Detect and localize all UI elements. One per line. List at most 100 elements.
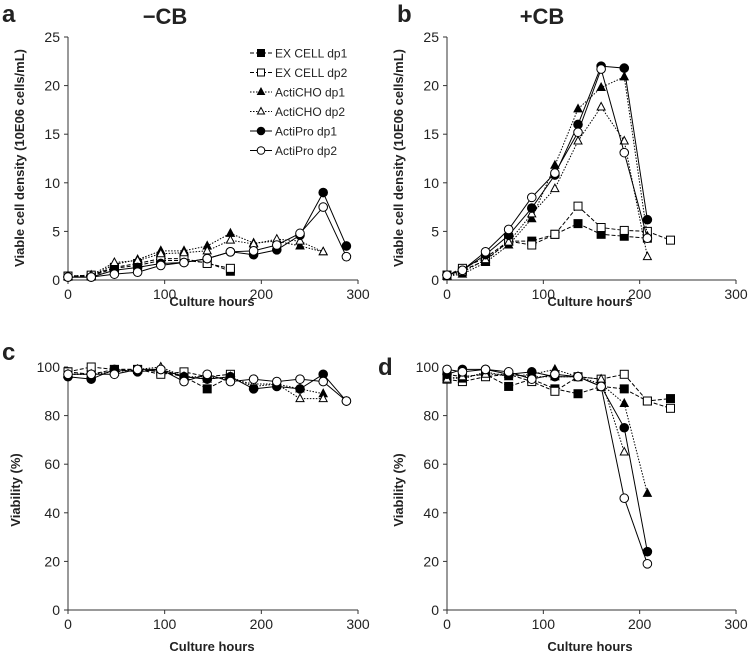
data-point-actipro-dp2 [573, 371, 583, 382]
data-point-ex-cell-dp1 [573, 389, 583, 399]
data-point-actipro-dp1 [619, 422, 630, 433]
panel-label-c: c [2, 339, 15, 366]
series-line-actipro-dp2 [446, 67, 648, 276]
data-point-ex-cell-dp2 [550, 386, 560, 396]
panel-label-a: a [2, 1, 16, 28]
y-tick-label: 40 [423, 505, 439, 521]
y-axis-label-c: Viability (%) [8, 453, 23, 526]
data-point-ex-cell-dp2 [619, 369, 629, 379]
data-point-actipro-dp2 [272, 376, 282, 387]
series-line-actipro-dp1 [446, 368, 648, 552]
series-line-actipro-dp2 [446, 368, 648, 564]
legend-label: ActiCHO dp1 [275, 86, 345, 100]
data-point-acticho-dp1 [526, 213, 537, 223]
panel-title-b: +CB [520, 4, 565, 29]
series-line-acticho-dp2 [446, 106, 648, 277]
y-tick-label: 100 [37, 359, 61, 375]
x-tick-label: 200 [628, 286, 652, 302]
data-point-acticho-dp1 [619, 71, 630, 81]
legend-label: EX CELL dp2 [275, 66, 348, 80]
legend-item: ActiPro dp2 [250, 144, 337, 158]
data-point-ex-cell-dp2 [573, 201, 583, 211]
data-point-actipro-dp2 [248, 246, 259, 256]
data-point-actipro-dp2 [573, 127, 583, 138]
data-point-actipro-dp2 [503, 224, 514, 235]
y-tick-label: 20 [44, 78, 60, 94]
x-tick-label: 0 [64, 616, 72, 632]
series-actipro-dp1 [442, 364, 653, 557]
y-axis-label-a: Viable cell density (10E06 cells/mL) [12, 49, 27, 267]
data-point-actipro-dp1 [341, 241, 352, 251]
y-tick-label: 15 [44, 126, 60, 142]
y-axis-label-b: Viable cell density (10E06 cells/mL) [391, 49, 406, 267]
data-point-acticho-dp2 [318, 246, 329, 256]
y-tick-label: 60 [423, 456, 439, 472]
x-tick-label: 300 [346, 286, 370, 302]
y-tick-label: 40 [44, 505, 60, 521]
data-point-actipro-dp2 [619, 147, 630, 158]
legend-marker [256, 146, 266, 155]
data-point-acticho-dp1 [596, 81, 606, 92]
data-point-actipro-dp2 [526, 192, 537, 203]
y-tick-label: 0 [52, 602, 60, 618]
data-point-actipro-dp2 [503, 367, 514, 377]
legend-marker [257, 68, 265, 77]
data-point-actipro-dp1 [295, 384, 305, 394]
data-point-actipro-dp2 [248, 374, 259, 384]
data-point-ex-cell-dp2 [527, 240, 537, 250]
panel-b: b +CB Culture hours Viable cell density … [391, 1, 748, 309]
data-point-actipro-dp2 [480, 247, 491, 257]
data-point-actipro-dp2 [225, 376, 236, 387]
data-point-actipro-dp2 [596, 64, 606, 74]
series-line-ex-cell-dp1 [446, 223, 648, 276]
legend-marker [256, 106, 266, 115]
data-point-acticho-dp2 [179, 247, 189, 257]
data-point-actipro-dp2 [202, 253, 212, 264]
data-point-actipro-dp2 [86, 272, 96, 282]
x-axis-label-c: Culture hours [169, 639, 254, 654]
data-point-actipro-dp2 [341, 396, 352, 406]
data-point-actipro-dp2 [156, 364, 166, 375]
y-tick-label: 60 [44, 456, 60, 472]
data-point-actipro-dp2 [86, 369, 96, 380]
data-point-actipro-dp2 [295, 228, 305, 239]
data-point-acticho-dp2 [596, 101, 606, 111]
data-point-actipro-dp2 [109, 369, 120, 380]
data-point-ex-cell-dp1 [665, 394, 675, 404]
data-point-actipro-dp2 [179, 376, 189, 387]
data-point-ex-cell-dp1 [202, 384, 212, 394]
panel-label-d: d [378, 354, 393, 381]
legend-marker [257, 49, 265, 57]
data-point-acticho-dp2 [109, 256, 120, 267]
data-point-actipro-dp2 [619, 493, 630, 504]
y-tick-label: 15 [423, 126, 439, 142]
series-acticho-dp1 [442, 71, 653, 280]
y-tick-label: 0 [431, 602, 439, 618]
panel-a: a −CB Culture hours Viable cell density … [2, 1, 370, 309]
data-point-actipro-dp2 [63, 369, 73, 380]
data-point-actipro-dp2 [318, 376, 329, 387]
series-actipro-dp2 [442, 64, 653, 280]
data-point-actipro-dp1 [642, 214, 653, 225]
data-point-actipro-dp2 [341, 251, 352, 262]
series-actipro-dp2 [63, 202, 352, 282]
x-tick-label: 300 [346, 616, 370, 632]
data-point-acticho-dp2 [550, 183, 560, 193]
data-point-actipro-dp2 [526, 374, 537, 384]
data-point-acticho-dp2 [642, 251, 653, 261]
series-line-acticho-dp2 [68, 366, 324, 400]
series-line-acticho-dp1 [446, 76, 648, 277]
x-tick-label: 200 [628, 616, 652, 632]
data-point-ex-cell-dp2 [225, 263, 235, 273]
data-point-actipro-dp1 [318, 187, 329, 198]
series-ex-cell-dp2 [442, 201, 675, 280]
x-axis-label-d: Culture hours [547, 639, 632, 654]
data-point-actipro-dp2 [596, 381, 606, 392]
data-point-ex-cell-dp2 [596, 223, 606, 233]
data-point-ex-cell-dp2 [642, 396, 652, 406]
data-point-acticho-dp1 [573, 103, 583, 113]
x-tick-label: 200 [250, 286, 274, 302]
y-tick-label: 80 [423, 408, 439, 424]
data-point-actipro-dp2 [442, 270, 452, 280]
legend-label: ActiCHO dp2 [275, 105, 345, 119]
